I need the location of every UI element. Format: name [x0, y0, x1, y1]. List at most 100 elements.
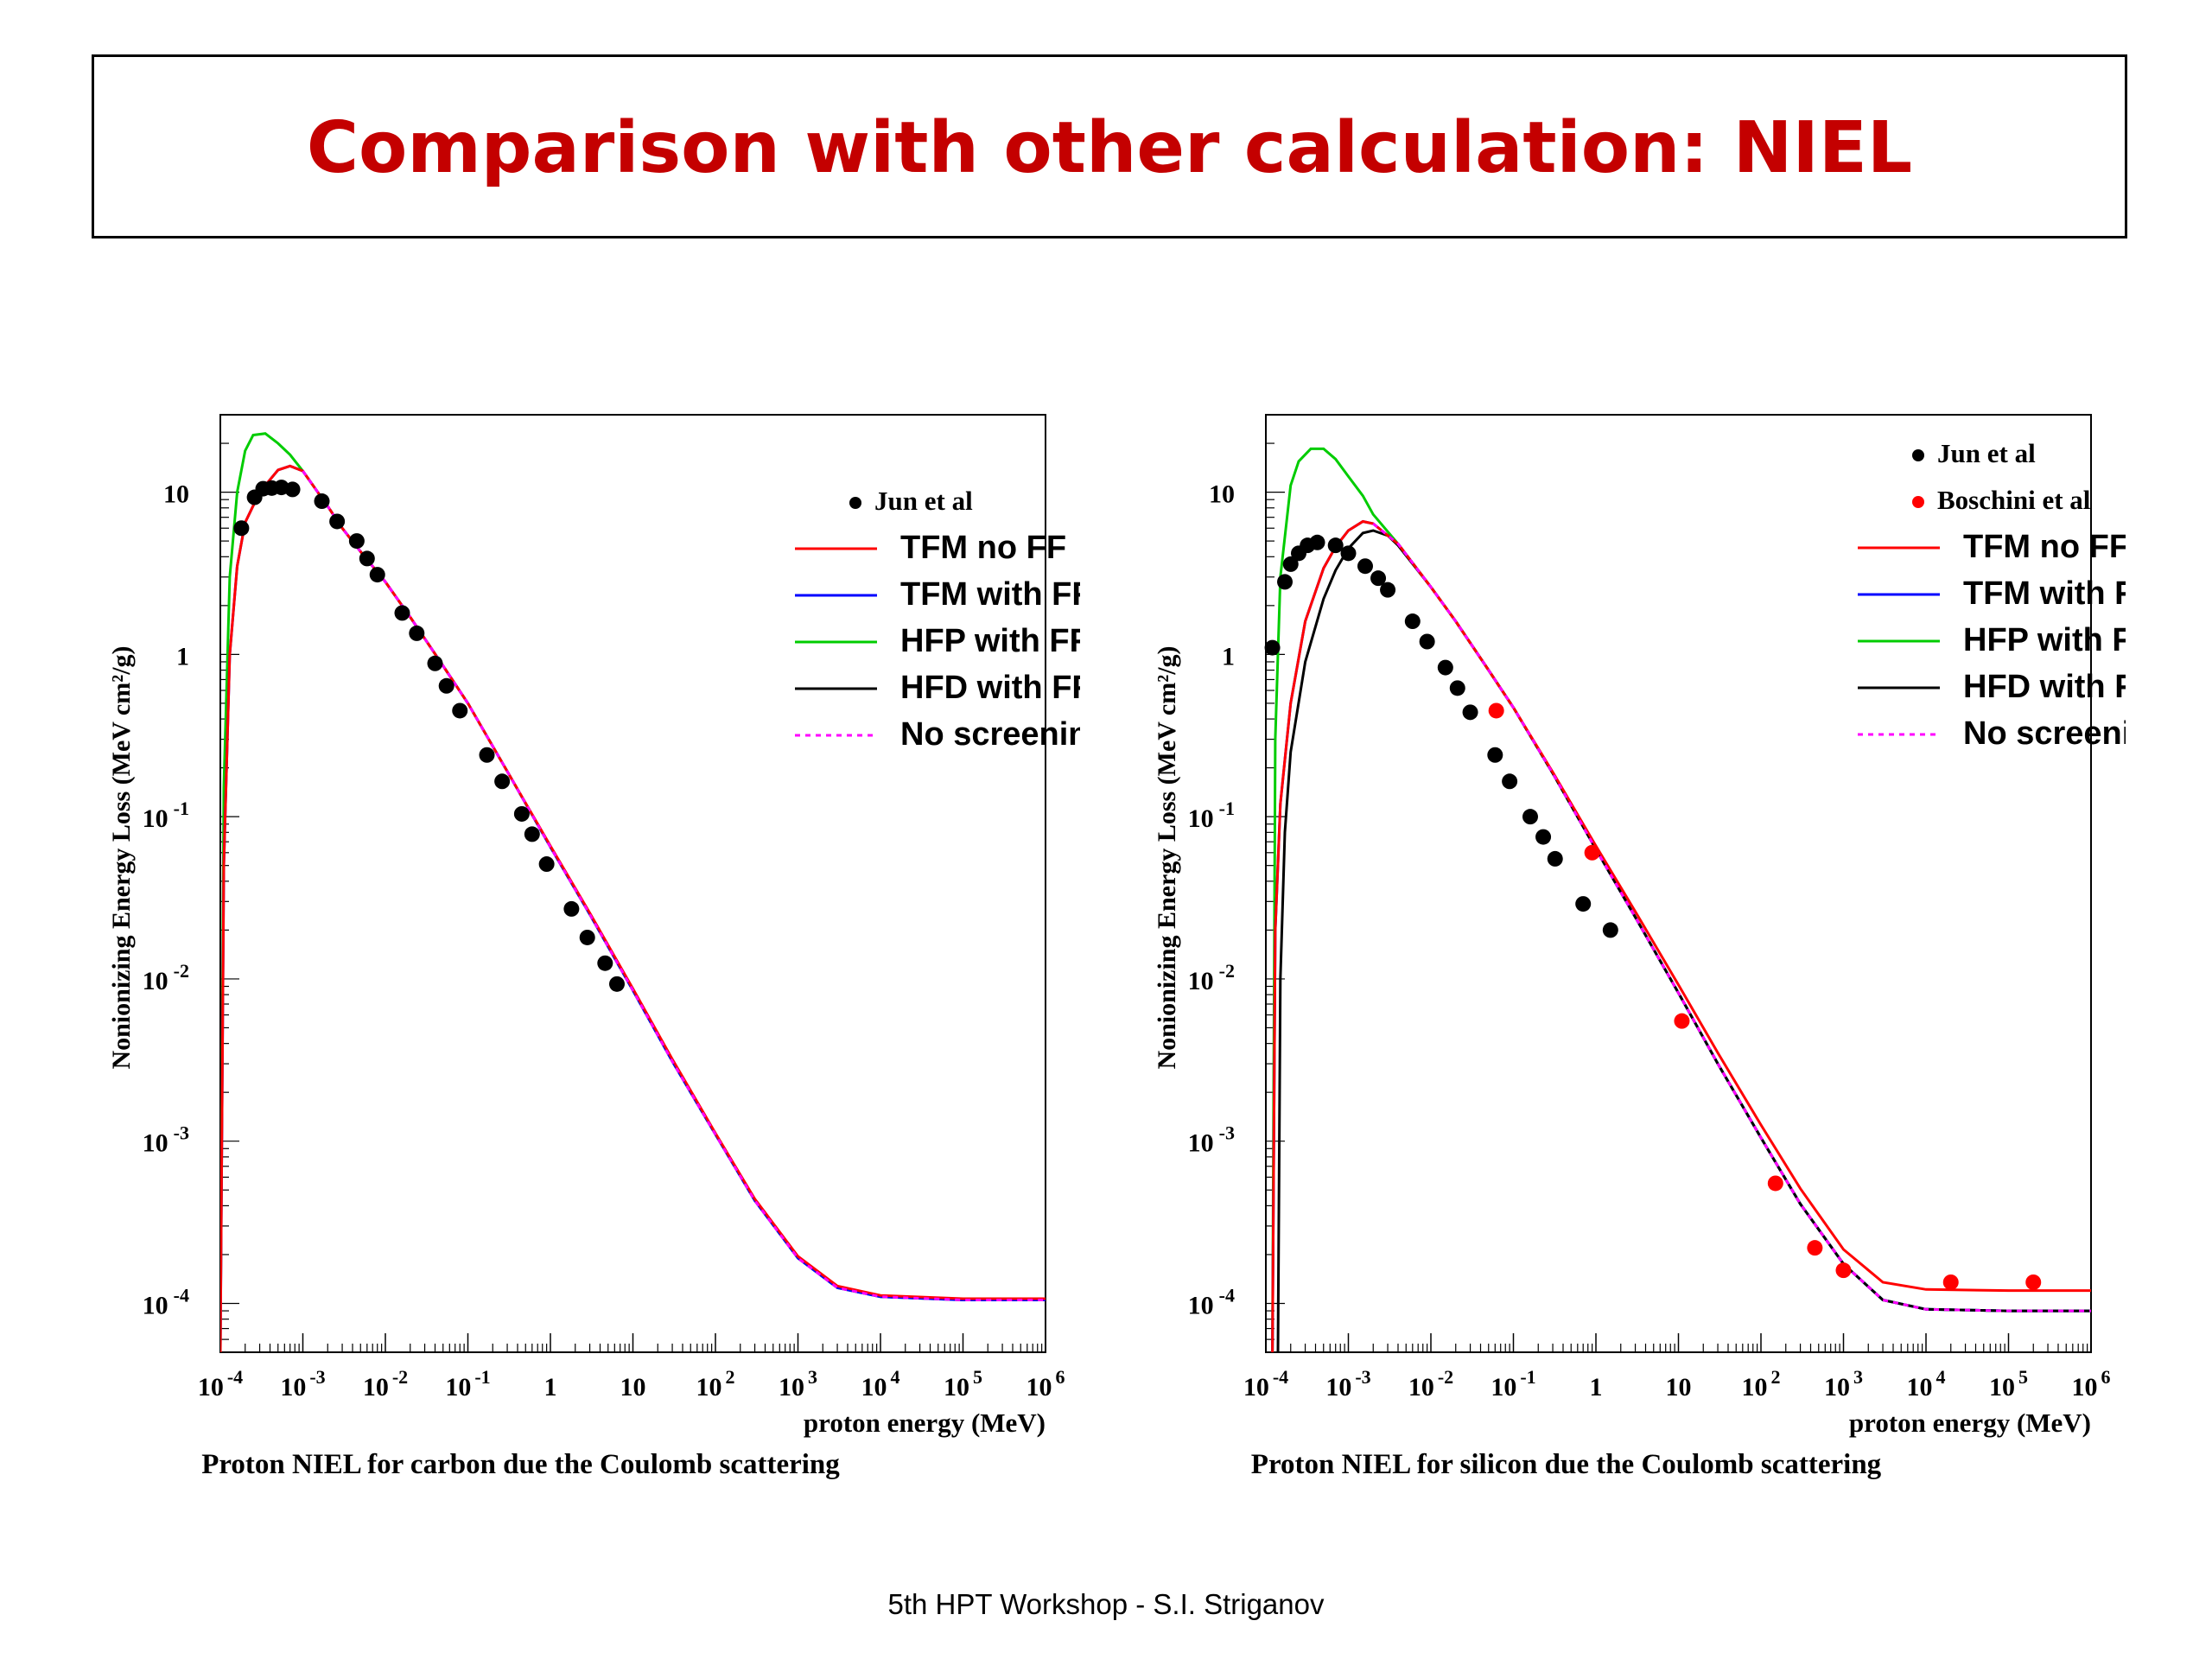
data-point-jun-et-al — [394, 605, 410, 621]
y-tick-label: 10 -4 — [1188, 1284, 1235, 1319]
y-tick-label: 10 — [1209, 480, 1235, 509]
data-point-jun-et-al — [1340, 545, 1357, 562]
legend-label: No screening — [900, 716, 1080, 753]
data-point-jun-et-al — [1547, 850, 1563, 867]
data-point-jun-et-al — [1264, 639, 1281, 656]
series-group — [220, 432, 1046, 1352]
data-point-boschini-et-al — [1807, 1240, 1823, 1256]
chart-caption: Proton NIEL for silicon due the Coulomb … — [1251, 1449, 1882, 1480]
y-tick-label: 10 -4 — [143, 1284, 189, 1319]
data-point-jun-et-al — [329, 513, 346, 530]
data-point-boschini-et-al — [1584, 844, 1600, 861]
chart-carbon: 10 -4 10 -3 10 -2 10 -1 1 10 10 2 10 3 10 4 10 5 10 6 10 1 10-… — [107, 414, 1080, 1480]
data-point-jun-et-al — [348, 533, 365, 550]
data-point-jun-et-al — [597, 955, 613, 971]
data-point-jun-et-al — [1327, 537, 1344, 554]
data-point-jun-et-al — [369, 567, 385, 583]
legend-label: No screening — [1963, 715, 2126, 752]
y-tick-label: 10 -3 — [1188, 1122, 1235, 1158]
y-tick-label: 10 -2 — [1188, 960, 1235, 995]
x-tick-label: 10 -2 — [363, 1366, 408, 1402]
data-point-jun-et-al — [524, 826, 540, 842]
x-tick-label: 10 — [1666, 1373, 1692, 1402]
legend-label: HFP with FF — [1963, 622, 2126, 658]
data-point-jun-et-al — [1502, 773, 1518, 790]
data-point-jun-et-al — [233, 520, 250, 537]
slide-footer: 5th HPT Workshop - S.I. Striganov — [887, 1588, 1325, 1620]
data-point-jun-et-al — [1277, 574, 1294, 590]
data-point-jun-et-al — [1575, 896, 1592, 912]
y-tick-label: 1 — [1222, 642, 1235, 671]
legend-label: HFD with FF — [1963, 669, 2126, 705]
data-point-jun-et-al — [359, 550, 375, 567]
data-point-jun-et-al — [1404, 613, 1421, 630]
x-tick-label: 10 -2 — [1408, 1366, 1453, 1402]
data-point-jun-et-al — [579, 929, 595, 945]
y-tick-label: 1 — [176, 642, 189, 671]
x-tick-label: 10 6 — [2072, 1366, 2111, 1402]
x-tick-label: 1 — [544, 1373, 557, 1402]
legend-label: HFP with FF — [900, 623, 1080, 659]
x-tick-label: 10 4 — [1907, 1366, 1946, 1402]
data-point-jun-et-al — [563, 900, 580, 917]
y-axis-label: Nonionizing Energy Loss (MeV cm²/g) — [107, 645, 136, 1069]
chart-silicon: 10 -4 10 -3 10 -2 10 -1 1 10 10 2 10 3 10 4 10 5 10 6 10 1 10-… — [1153, 414, 2126, 1480]
legend-label: Jun et al — [1937, 438, 2036, 468]
x-tick-label: 10 5 — [1989, 1366, 2028, 1402]
legend-marker-jun-et-al — [849, 497, 861, 509]
data-point-jun-et-al — [1380, 582, 1396, 598]
data-point-boschini-et-al — [1942, 1274, 1959, 1291]
x-tick-label: 10 2 — [696, 1366, 735, 1402]
x-tick-label: 10 3 — [779, 1366, 817, 1402]
x-tick-label: 10 6 — [1027, 1366, 1065, 1402]
data-point-jun-et-al — [1462, 704, 1478, 721]
data-point-jun-et-al — [1309, 534, 1325, 550]
legend-label: TFM with FF — [900, 576, 1080, 613]
data-point-jun-et-al — [538, 856, 555, 873]
x-tick-label: 10 -4 — [198, 1366, 243, 1402]
data-point-jun-et-al — [1487, 747, 1503, 763]
data-point-jun-et-al — [284, 481, 301, 498]
data-point-boschini-et-al — [1835, 1262, 1852, 1279]
data-point-boschini-et-al — [1767, 1175, 1783, 1192]
y-tick-label: 10 -1 — [143, 798, 189, 833]
y-tick-label: 10 -3 — [143, 1122, 189, 1158]
data-point-boschini-et-al — [1674, 1013, 1690, 1029]
data-point-jun-et-al — [608, 976, 625, 992]
chart-caption: Proton NIEL for carbon due the Coulomb s… — [201, 1449, 840, 1480]
legend-label: Jun et al — [874, 486, 973, 516]
y-axis-label: Nonionizing Energy Loss (MeV cm²/g) — [1153, 645, 1181, 1069]
data-point-jun-et-al — [1419, 633, 1435, 650]
data-point-jun-et-al — [494, 773, 511, 790]
data-point-jun-et-al — [1437, 659, 1453, 676]
data-point-jun-et-al — [438, 677, 454, 694]
y-tick-label: 10 -1 — [1188, 798, 1235, 833]
x-axis-label: proton energy (MeV) — [804, 1408, 1046, 1438]
legend-marker-boschini-et-al — [1912, 496, 1924, 508]
data-point-jun-et-al — [314, 493, 330, 510]
x-tick-label: 10 -1 — [1491, 1366, 1535, 1402]
x-tick-label: 10 4 — [861, 1366, 900, 1402]
series-line-no-screening — [1372, 522, 2091, 1313]
data-point-jun-et-al — [452, 702, 468, 719]
x-tick-label: 10 -3 — [280, 1366, 325, 1402]
data-point-jun-et-al — [1535, 829, 1552, 845]
x-tick-label: 10 -4 — [1243, 1366, 1288, 1402]
y-tick-label: 10 — [163, 480, 189, 509]
data-point-jun-et-al — [427, 655, 443, 671]
data-point-jun-et-al — [1282, 556, 1299, 572]
legend-label: HFD with FF — [900, 670, 1080, 706]
legend-label: TFM no FF — [1963, 529, 2126, 565]
x-tick-label: 10 — [620, 1373, 646, 1402]
x-tick-label: 10 -3 — [1325, 1366, 1370, 1402]
data-point-jun-et-al — [1522, 809, 1538, 825]
data-point-jun-et-al — [1602, 922, 1618, 938]
series-line-hfp-with-ff — [220, 432, 1046, 1352]
data-point-jun-et-al — [1370, 570, 1387, 587]
slide-title: Comparison with other calculation: NIEL — [306, 107, 1913, 189]
data-point-jun-et-al — [1449, 680, 1465, 696]
x-tick-label: 1 — [1590, 1373, 1603, 1402]
data-point-boschini-et-al — [2025, 1274, 2042, 1291]
data-point-jun-et-al — [479, 747, 495, 763]
data-point-jun-et-al — [1357, 558, 1373, 575]
